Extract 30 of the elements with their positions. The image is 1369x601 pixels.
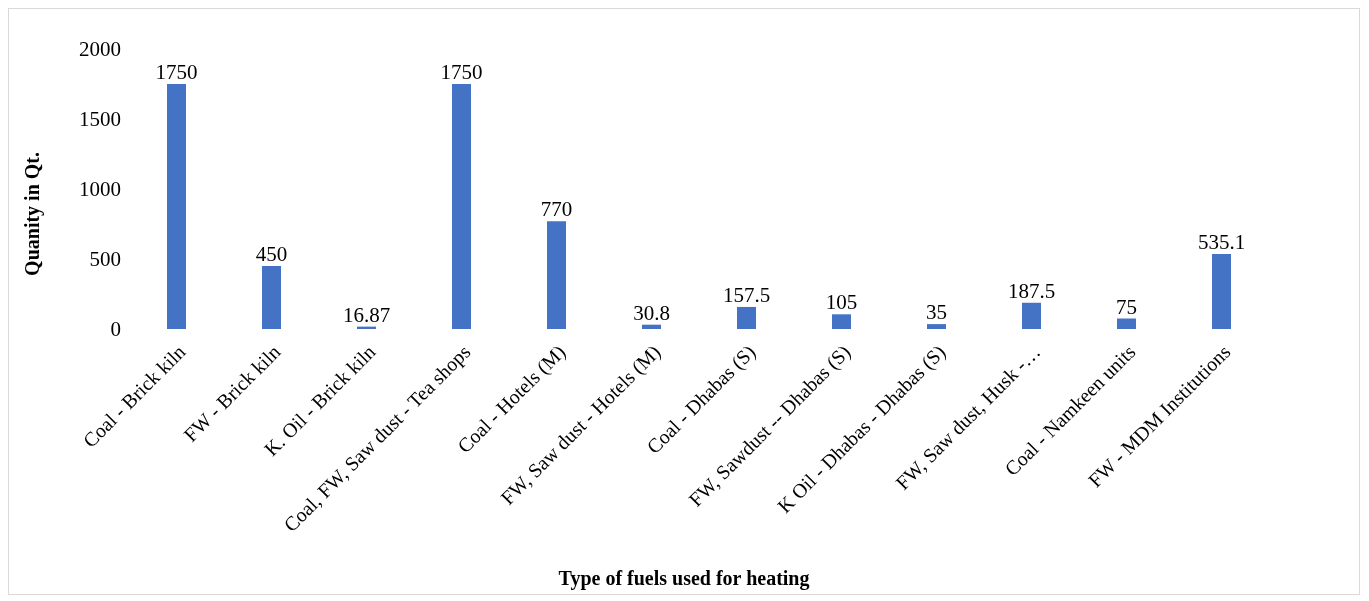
bar: [1117, 318, 1136, 329]
x-axis-title: Type of fuels used for heating: [557, 567, 811, 590]
data-label: 30.8: [633, 300, 670, 325]
bar: [167, 84, 186, 329]
y-axis-title: Quanity in Qt.: [21, 152, 44, 276]
bar: [452, 84, 471, 329]
y-tick-label: 0: [110, 317, 121, 342]
bar: [1212, 254, 1231, 329]
data-label: 105: [825, 290, 858, 315]
y-tick-label: 1500: [79, 107, 121, 132]
bar: [832, 314, 851, 329]
bar: [737, 306, 756, 329]
bar: [642, 324, 661, 329]
data-label: 1750: [155, 60, 198, 84]
data-label: 157.5: [722, 282, 771, 307]
data-label: 1750: [440, 60, 483, 84]
data-label: 16.87: [342, 302, 391, 327]
data-label: 770: [540, 197, 573, 222]
y-tick-label: 500: [89, 247, 121, 272]
data-label: 450: [255, 242, 288, 266]
bar: [927, 324, 946, 329]
data-label: 187.5: [1007, 278, 1056, 303]
y-tick-label: 2000: [79, 37, 121, 62]
data-label: 35: [926, 300, 947, 325]
bar: [262, 266, 281, 329]
y-tick-label: 1000: [79, 177, 121, 202]
bar: [1022, 302, 1041, 329]
data-label: 75: [1116, 294, 1137, 319]
data-label: 535.1: [1197, 230, 1246, 255]
bar: [547, 221, 566, 329]
